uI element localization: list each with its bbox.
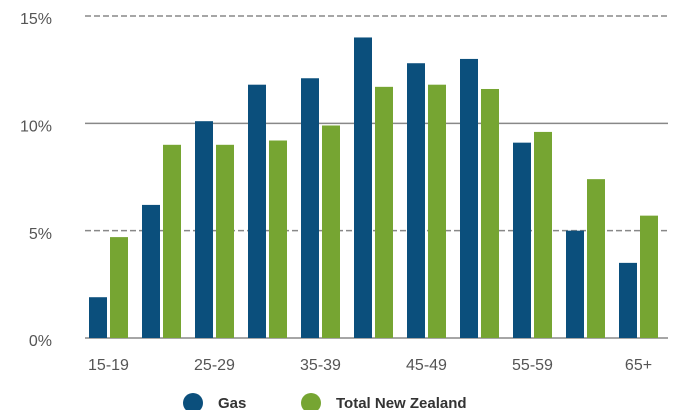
legend-marker bbox=[301, 393, 321, 410]
legend-label: Gas bbox=[218, 395, 246, 410]
bar bbox=[534, 131, 552, 338]
bar bbox=[216, 144, 234, 338]
y-tick-label: 0% bbox=[29, 333, 52, 350]
bar bbox=[322, 125, 340, 338]
bar bbox=[566, 230, 584, 338]
bar bbox=[460, 58, 478, 338]
bar bbox=[110, 237, 128, 338]
y-tick-label: 10% bbox=[20, 119, 52, 136]
bar bbox=[142, 204, 160, 338]
bar bbox=[269, 140, 287, 338]
bar bbox=[163, 144, 181, 338]
y-tick-label: 5% bbox=[29, 226, 52, 243]
legend-marker bbox=[183, 393, 203, 410]
x-tick-label: 15-19 bbox=[88, 357, 129, 374]
bar bbox=[428, 84, 446, 339]
bar bbox=[195, 121, 213, 338]
bar bbox=[513, 142, 531, 338]
bar bbox=[640, 215, 658, 338]
x-tick-label: 65+ bbox=[625, 357, 652, 374]
x-tick-label: 25-29 bbox=[194, 357, 235, 374]
bar bbox=[248, 84, 266, 339]
bar bbox=[619, 262, 637, 338]
bar bbox=[89, 297, 107, 338]
x-tick-label: 55-59 bbox=[512, 357, 553, 374]
x-tick-label: 45-49 bbox=[406, 357, 447, 374]
bar bbox=[375, 86, 393, 338]
bar bbox=[587, 179, 605, 338]
bar bbox=[354, 37, 372, 338]
bar bbox=[301, 78, 319, 339]
bar bbox=[407, 63, 425, 339]
bar bbox=[481, 88, 499, 338]
y-tick-label: 15% bbox=[20, 11, 52, 28]
x-tick-label: 35-39 bbox=[300, 357, 341, 374]
legend-label: Total New Zealand bbox=[336, 395, 467, 410]
